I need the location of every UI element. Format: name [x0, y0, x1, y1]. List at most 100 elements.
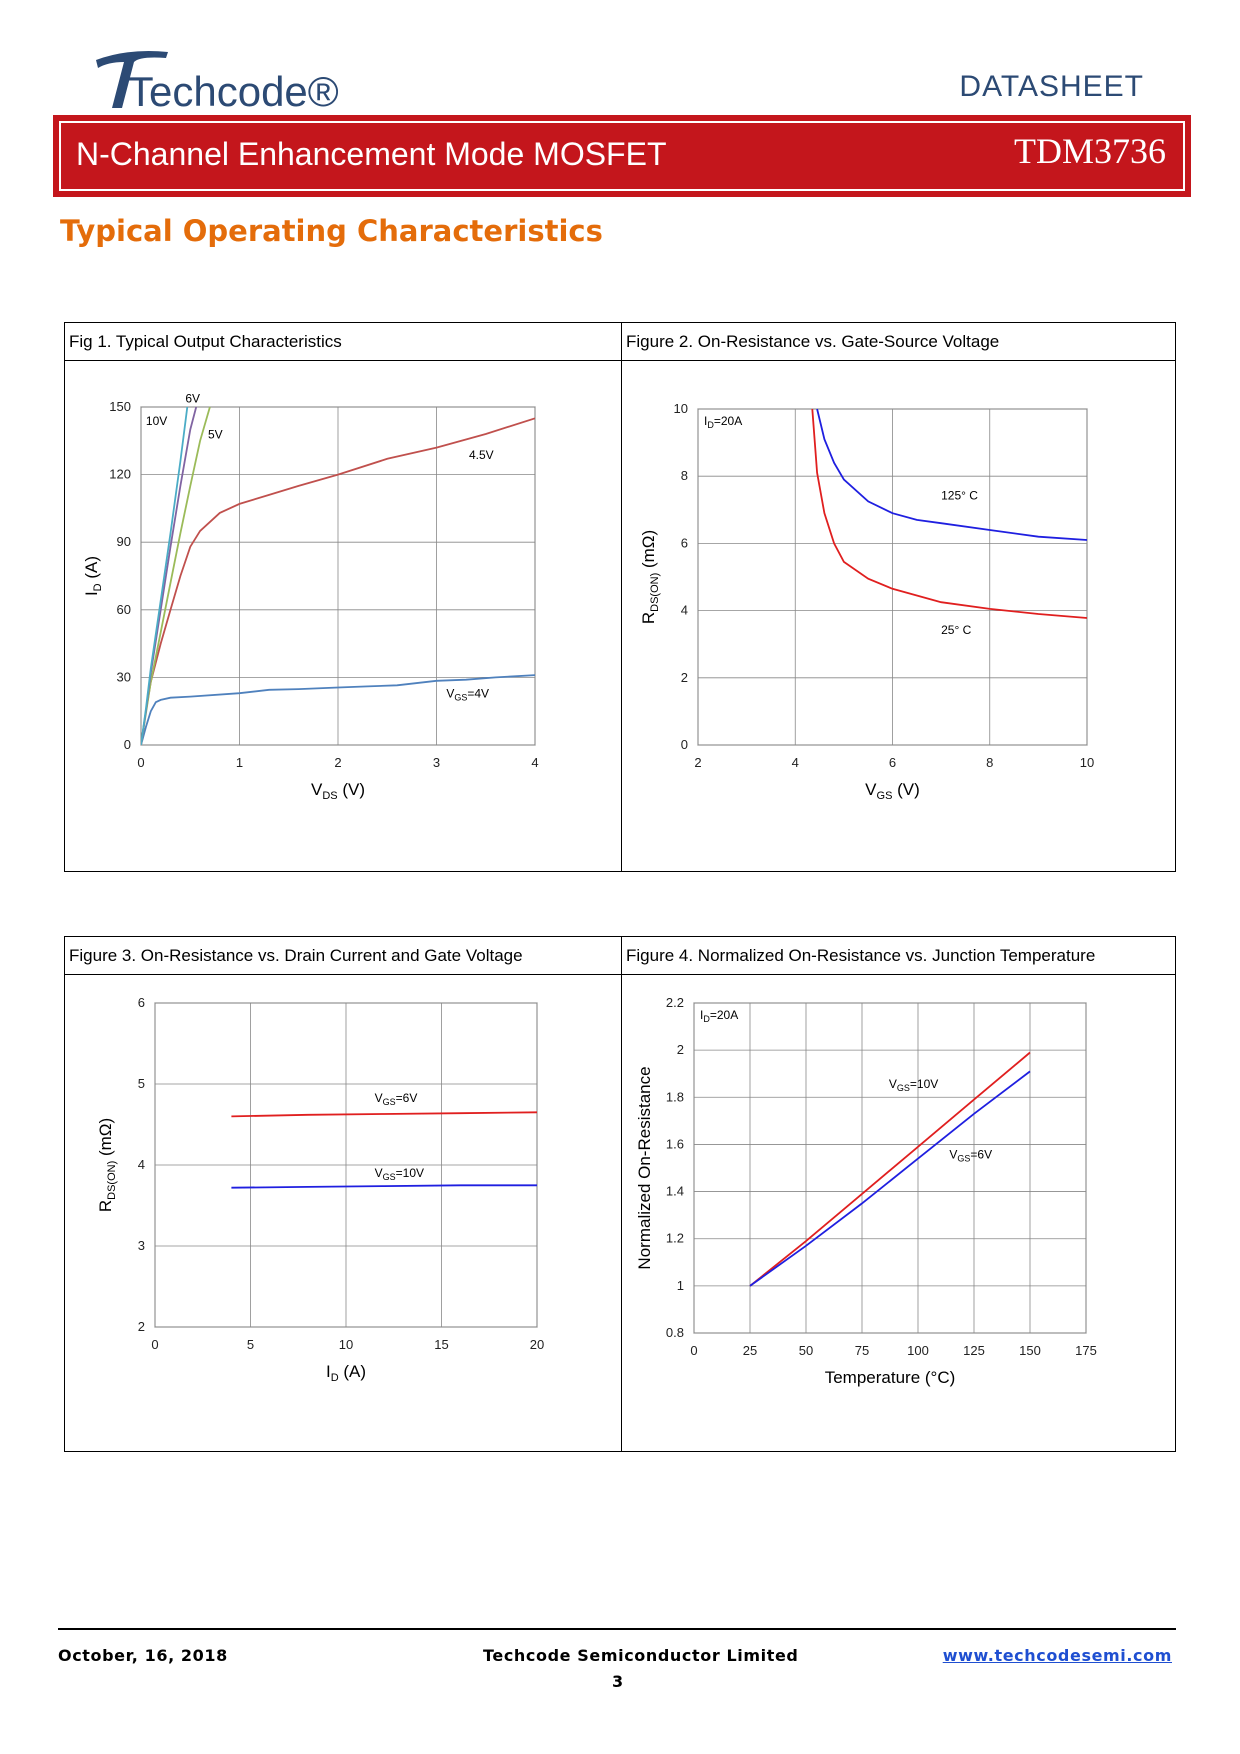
- footer-url-link[interactable]: www.techcodesemi.com: [942, 1646, 1172, 1665]
- series-line-vgs-6v: [231, 1111, 537, 1118]
- y-tick-label: 0: [124, 737, 131, 752]
- x-tick-label: 2: [334, 755, 341, 770]
- y-tick-label: 2: [681, 670, 688, 685]
- x-tick-label: 75: [855, 1343, 869, 1358]
- chart-fig4: 0 25 50 75 100 125 150 175 0.8 1 1.2 1.4 1.6 1.8 2 2.2 T…: [635, 995, 1097, 1387]
- x-tick-label: 175: [1075, 1343, 1097, 1358]
- x-axis-title: VGS (V): [865, 780, 920, 802]
- series-line-vgs-6v: [749, 1070, 1031, 1287]
- footer-date: October, 16, 2018: [58, 1646, 228, 1665]
- y-tick-label: 2: [677, 1042, 684, 1057]
- y-tick-label: 3: [138, 1238, 145, 1253]
- x-tick-label: 100: [907, 1343, 929, 1358]
- x-tick-label: 0: [137, 755, 144, 770]
- x-tick-label: 4: [531, 755, 538, 770]
- chart-fig3: 0 5 10 15 20 2 3 4 5 6 ID (A) RDS(ON) (mΩ) VGS=6V VGS…: [96, 995, 544, 1384]
- x-axis-title: Temperature (°C): [825, 1368, 956, 1387]
- series-line-10v: [141, 406, 189, 745]
- fig3-title: Figure 3. On-Resistance vs. Drain Curren…: [65, 937, 621, 975]
- fig4-title: Figure 4. Normalized On-Resistance vs. J…: [622, 937, 1175, 975]
- y-tick-label: 60: [117, 602, 131, 617]
- y-tick-label: 1.6: [666, 1136, 684, 1151]
- x-tick-label: 0: [151, 1337, 158, 1352]
- series-label: VGS=4V: [446, 687, 489, 703]
- y-tick-label: 5: [138, 1076, 145, 1091]
- y-axis-title: ID (A): [82, 556, 104, 596]
- x-tick-label: 8: [986, 755, 993, 770]
- footer-company: Techcode Semiconductor Limited: [483, 1646, 799, 1665]
- y-tick-label: 10: [674, 401, 688, 416]
- y-axis-title: RDS(ON) (mΩ): [639, 530, 661, 624]
- x-axis-title: ID (A): [326, 1362, 366, 1384]
- page-number: 3: [612, 1672, 624, 1691]
- y-tick-label: 0: [681, 737, 688, 752]
- series-label: 4.5V: [469, 448, 494, 462]
- series-line-25-c: [811, 408, 1087, 619]
- series-label: 25° C: [941, 623, 971, 637]
- y-tick-label: 6: [138, 995, 145, 1010]
- series-label: VGS=10V: [889, 1077, 938, 1093]
- series-line-vgs-10v: [231, 1184, 537, 1189]
- x-tick-label: 15: [434, 1337, 448, 1352]
- series-label: 6V: [185, 391, 200, 405]
- series-line-4-5v: [141, 417, 535, 745]
- section-title: Typical Operating Characteristics: [60, 214, 603, 248]
- plot-annotation: ID=20A: [700, 1008, 738, 1024]
- chart-fig1: 0 1 2 3 4 0 30 60 90 120 150 VDS (V) ID (A) VGS=4V 4.5…: [82, 391, 539, 802]
- y-tick-label: 150: [109, 399, 131, 414]
- series-line-vgs-10v: [749, 1051, 1031, 1287]
- series-line-125-c: [816, 408, 1087, 541]
- y-tick-label: 120: [109, 467, 131, 482]
- x-tick-label: 125: [963, 1343, 985, 1358]
- series-label: VGS=10V: [375, 1166, 424, 1182]
- y-tick-label: 90: [117, 534, 131, 549]
- footer-rule: [58, 1628, 1176, 1630]
- y-tick-label: 30: [117, 669, 131, 684]
- x-tick-label: 10: [1080, 755, 1094, 770]
- series-label: VGS=6V: [949, 1148, 992, 1164]
- x-tick-label: 1: [236, 755, 243, 770]
- y-tick-label: 1.2: [666, 1231, 684, 1246]
- x-tick-label: 25: [743, 1343, 757, 1358]
- y-tick-label: 1.4: [666, 1184, 684, 1199]
- series-label: 125° C: [941, 489, 978, 503]
- part-number: TDM3736: [1014, 131, 1166, 171]
- y-tick-label: 2.2: [666, 995, 684, 1010]
- fig1-title: Fig 1. Typical Output Characteristics: [65, 323, 621, 361]
- x-tick-label: 20: [530, 1337, 544, 1352]
- series-label: 10V: [146, 414, 167, 428]
- y-tick-label: 4: [681, 603, 688, 618]
- y-tick-label: 8: [681, 468, 688, 483]
- title-banner: N-Channel Enhancement Mode MOSFET TDM373…: [54, 116, 1190, 196]
- x-tick-label: 5: [247, 1337, 254, 1352]
- x-tick-label: 2: [694, 755, 701, 770]
- x-tick-label: 4: [792, 755, 799, 770]
- y-tick-label: 2: [138, 1319, 145, 1334]
- figure-table-top: Fig 1. Typical Output Characteristics Fi…: [64, 322, 1176, 872]
- y-tick-label: 0.8: [666, 1325, 684, 1340]
- fig2-title: Figure 2. On-Resistance vs. Gate-Source …: [622, 323, 1175, 361]
- y-tick-label: 6: [681, 535, 688, 550]
- device-title: N-Channel Enhancement Mode MOSFET: [76, 136, 667, 172]
- y-axis-title: RDS(ON) (mΩ): [96, 1118, 118, 1212]
- datasheet-label: DATASHEET: [959, 70, 1144, 103]
- figure-table-bottom: Figure 3. On-Resistance vs. Drain Curren…: [64, 936, 1176, 1452]
- x-tick-label: 10: [339, 1337, 353, 1352]
- series-line-vgs-4v: [141, 674, 535, 745]
- x-tick-label: 6: [889, 755, 896, 770]
- x-tick-label: 3: [433, 755, 440, 770]
- techcode-logo: Techcode®: [96, 51, 339, 115]
- y-tick-label: 4: [138, 1157, 145, 1172]
- x-tick-label: 0: [690, 1343, 697, 1358]
- y-axis-title: Normalized On-Resistance: [635, 1066, 654, 1269]
- series-label: VGS=6V: [375, 1091, 418, 1107]
- y-tick-label: 1: [677, 1278, 684, 1293]
- x-tick-label: 150: [1019, 1343, 1041, 1358]
- series-label: 5V: [208, 428, 223, 442]
- x-tick-label: 50: [799, 1343, 813, 1358]
- x-axis-title: VDS (V): [311, 780, 365, 802]
- logo-text: Techcode®: [128, 68, 339, 115]
- plot-annotation: ID=20A: [704, 414, 742, 430]
- y-tick-label: 1.8: [666, 1089, 684, 1104]
